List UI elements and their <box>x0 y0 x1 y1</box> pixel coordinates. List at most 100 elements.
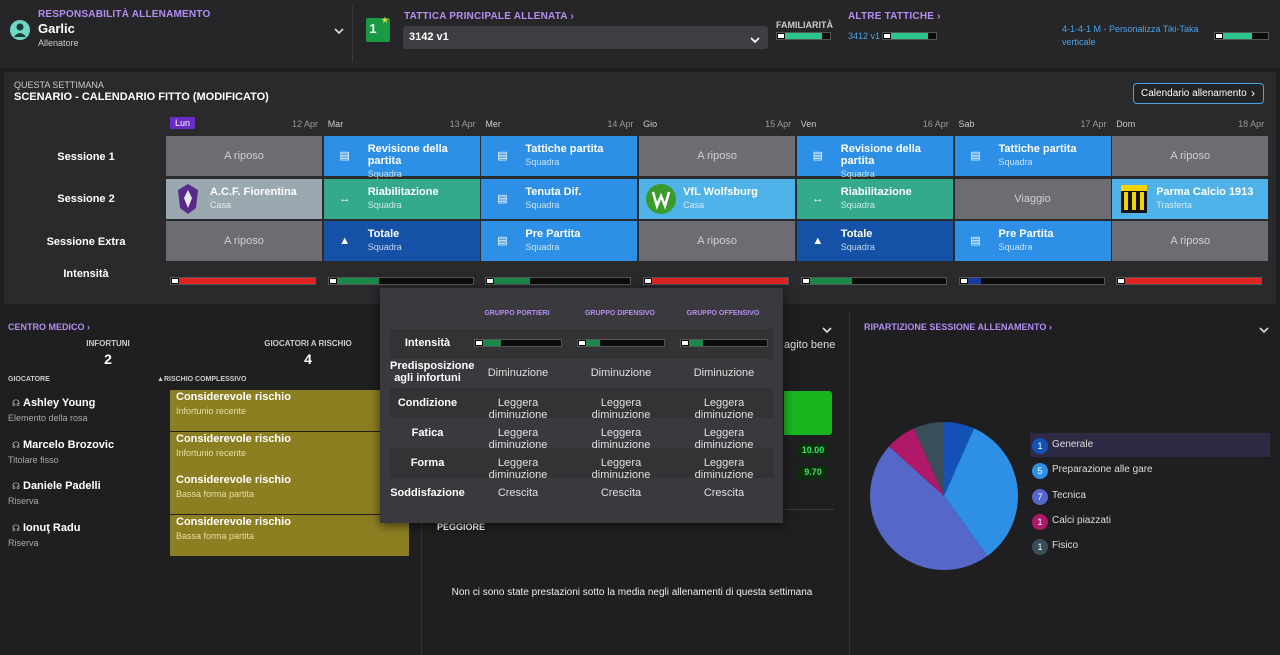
session-cell[interactable]: Parma Calcio 1913 Trasferta <box>1112 179 1269 219</box>
session-cell[interactable]: VfL Wolfsburg Casa <box>639 179 796 219</box>
table-row[interactable]: ☊ Marcelo Brozovic Titolare fisso Considere… <box>0 431 410 473</box>
session-cell[interactable]: A riposo <box>166 221 322 261</box>
star-icon: ★ <box>380 15 389 25</box>
session-cell[interactable]: ▲ Totale Squadra <box>796 221 953 261</box>
tactic-select-value: 3142 v1 <box>409 31 449 43</box>
session-title: A riposo <box>224 150 264 162</box>
session-title: Riabilitazione <box>840 186 912 198</box>
tooltip-row-label: Fatica <box>411 427 444 439</box>
intensity-bar-offensive <box>680 339 768 347</box>
day-name: Lun <box>170 117 196 129</box>
tooltip-row-label: Predisposizione agli infortuni <box>390 360 475 384</box>
tooltip-row-value: Diminuzione <box>693 367 755 379</box>
session-breakdown-title[interactable]: RIPARTIZIONE SESSIONE ALLENAMENTO › <box>864 322 1052 332</box>
risk-level: Considerevole rischio <box>176 391 291 403</box>
session-title: A riposo <box>697 235 737 247</box>
tooltip-row-label: Condizione <box>397 397 458 409</box>
session-cell[interactable]: A riposo <box>1112 221 1269 261</box>
session-cell[interactable]: ▤ Revisione della partita Squadra <box>323 136 480 179</box>
legend-item[interactable]: 7 Tecnica <box>1030 484 1270 508</box>
session-title: A riposo <box>697 150 737 162</box>
session-cell[interactable]: ▤ Pre Partita Squadra <box>481 221 638 261</box>
day-date: 17 Apr <box>1080 119 1107 129</box>
fiorentina-crest-icon <box>172 182 204 216</box>
session-title: Viaggio <box>1014 193 1051 205</box>
tactic-rank-number: 1 <box>369 21 377 36</box>
session-cell[interactable]: A riposo <box>166 136 322 176</box>
intensity-bar-goalkeepers <box>474 339 562 347</box>
responsibility-title: RESPONSABILITÀ ALLENAMENTO <box>38 9 211 20</box>
player-name[interactable]: Marcelo Brozovic <box>23 438 115 451</box>
other-tactic-1-bar <box>882 32 937 40</box>
session-cell[interactable]: A.C.F. Fiorentina Casa <box>166 179 322 219</box>
column-header-player[interactable]: GIOCATORE <box>8 376 50 383</box>
familiarity-label: FAMILIARITÀ <box>776 20 833 30</box>
cone-icon: ▲ <box>812 235 824 247</box>
session-cell[interactable]: ▤ Tattiche partita Squadra <box>954 136 1111 176</box>
player-name[interactable]: Ionuţ Radu <box>23 522 81 535</box>
session-subtitle: Squadra <box>367 200 402 210</box>
legend-item[interactable]: 5 Preparazione alle gare <box>1030 458 1270 482</box>
session-cell[interactable]: ▤ Tenuta Dif. Squadra <box>481 179 638 219</box>
legend-label: Preparazione alle gare <box>1052 464 1153 476</box>
session-cell[interactable]: ↔ Riabilitazione Squadra <box>796 179 953 219</box>
session-cell[interactable]: ▤ Revisione della partita Squadra <box>796 136 953 179</box>
main-tactic-title[interactable]: TATTICA PRINCIPALE ALLENATA › <box>404 11 574 22</box>
tooltip-row-value: Crescita <box>600 487 642 499</box>
calendar-button[interactable]: Calendario allenamento › <box>1133 83 1264 104</box>
session-title: VfL Wolfsburg <box>683 186 758 198</box>
medical-center-title[interactable]: CENTRO MEDICO › <box>8 322 91 332</box>
day-header: Ven 16 Apr <box>797 119 953 133</box>
breakdown-pie-chart <box>869 422 1018 571</box>
chevron-down-icon[interactable] <box>333 24 345 36</box>
legend-item[interactable]: 1 Calci piazzati <box>1030 509 1270 533</box>
day-header: Gio 15 Apr <box>639 119 795 133</box>
session-cell[interactable]: ↔ Riabilitazione Squadra <box>323 179 480 219</box>
chevron-down-icon[interactable] <box>822 322 832 340</box>
day-header: Dom 18 Apr <box>1112 119 1268 133</box>
column-header-risk[interactable]: ▲RISCHIO COMPLESSIVO <box>157 376 247 383</box>
session-cell[interactable]: A riposo <box>639 221 796 261</box>
divider <box>352 6 353 62</box>
day-date: 16 Apr <box>922 119 949 129</box>
player-role: Titolare fisso <box>8 454 59 465</box>
other-tactics-title[interactable]: ALTRE TATTICHE › <box>848 11 941 22</box>
day-name: Sab <box>958 119 975 129</box>
row-label-session-1: Sessione 1 <box>57 151 115 163</box>
session-cell[interactable]: A riposo <box>1112 136 1269 176</box>
arrows-icon: ↔ <box>812 193 824 205</box>
player-name[interactable]: Ashley Young <box>23 397 96 409</box>
session-cell[interactable]: ▲ Totale Squadra <box>323 221 480 261</box>
legend-item[interactable]: 1 Generale <box>1030 433 1270 457</box>
tactic-select[interactable]: 3142 v1 <box>403 26 768 49</box>
coach-name[interactable]: Garlic <box>38 21 75 36</box>
scenario-title: SCENARIO - CALENDARIO FITTO (MODIFICATO) <box>14 91 269 103</box>
session-cell[interactable]: Viaggio <box>954 179 1111 219</box>
chevron-down-icon[interactable] <box>1259 322 1269 340</box>
other-tactic-1[interactable]: 3412 v1 <box>848 31 881 41</box>
table-row[interactable]: ☊ Ashley Young Elemento della rosa Consider… <box>0 390 410 431</box>
tooltip-row: Fatica Leggera diminuzione Leggera diminuz… <box>390 418 773 451</box>
risk-reason: Infortunio recente <box>176 447 247 458</box>
session-cell[interactable]: ▤ Tattiche partita Squadra <box>481 136 638 176</box>
day-header: Lun 12 Apr <box>166 117 322 133</box>
table-row[interactable]: ☊ Ionuţ Radu Riserva Considerevole rischio B… <box>0 515 410 557</box>
tooltip-row: Forma Leggera diminuzione Leggera diminuzi… <box>390 448 773 481</box>
row-label-session-2: Sessione 2 <box>57 193 115 205</box>
table-row[interactable]: ☊ Daniele Padelli Riserva Considerevole ris… <box>0 473 410 515</box>
familiarity-bar <box>776 32 831 40</box>
clipboard-icon: ▤ <box>339 150 350 162</box>
session-cell[interactable]: A riposo <box>639 136 796 176</box>
legend-item[interactable]: 1 Fisico <box>1030 534 1270 558</box>
session-cell[interactable]: ▤ Pre Partita Squadra <box>954 221 1111 261</box>
session-title: Tattiche partita <box>998 143 1077 155</box>
medical-icon: ☊ <box>12 439 20 450</box>
injuries-value: 2 <box>104 351 112 367</box>
other-tactic-2[interactable]: 4-1-4-1 M - Personalizza Tiki-Taka verti… <box>1062 24 1199 47</box>
session-title: Pre Partita <box>525 228 581 240</box>
intensity-bar <box>958 277 1105 285</box>
player-name[interactable]: Daniele Padelli <box>23 480 101 493</box>
risk-cell: Considerevole rischio Infortunio recente <box>170 390 409 431</box>
pie-slice-2 <box>869 446 988 571</box>
tooltip-row: Condizione Leggera diminuzione Leggera dim… <box>390 388 773 421</box>
